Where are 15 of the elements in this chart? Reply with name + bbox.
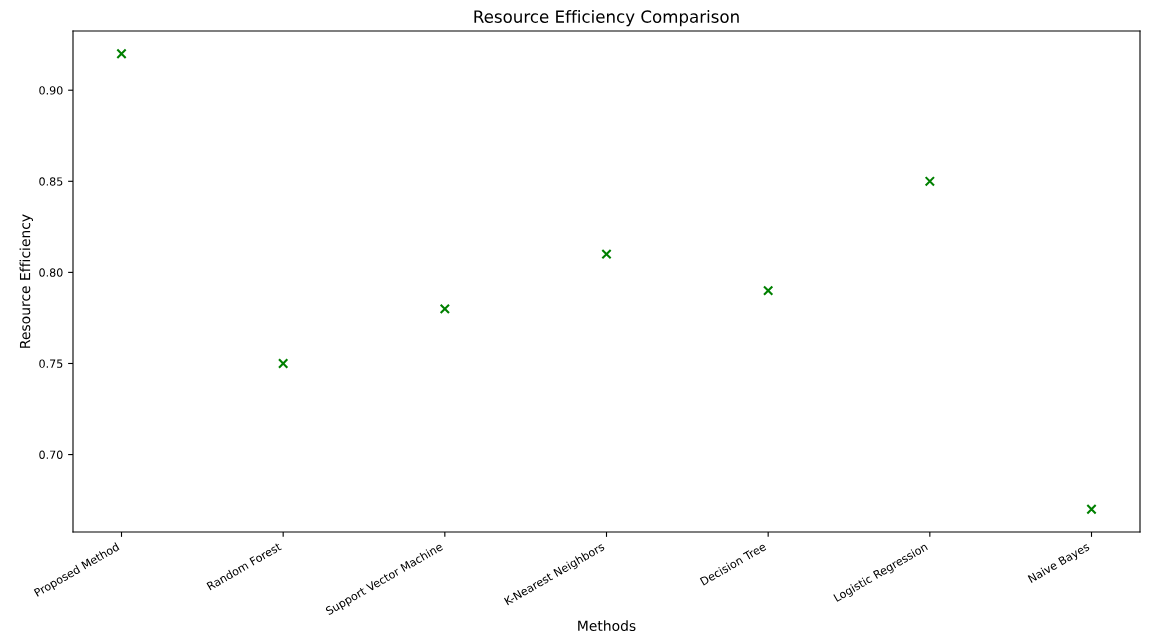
point (277, 358, 289, 369)
x-axis-title: Methods (578, 620, 636, 632)
point (924, 176, 936, 187)
y-tick-label: 0.75 (39, 359, 63, 368)
y-tick-label: 0.85 (39, 177, 63, 186)
y-tick-label: 0.80 (39, 268, 63, 277)
point (116, 48, 127, 59)
y-tick-label: 0.70 (39, 450, 63, 459)
y-axis-title: Resource Efficiency (19, 214, 33, 348)
point (762, 285, 774, 296)
y-tick-label: 0.90 (39, 86, 63, 95)
chart-title: Resource Efficiency Comparison (474, 10, 739, 27)
point (1086, 504, 1097, 515)
point (439, 303, 451, 315)
point (601, 248, 612, 260)
